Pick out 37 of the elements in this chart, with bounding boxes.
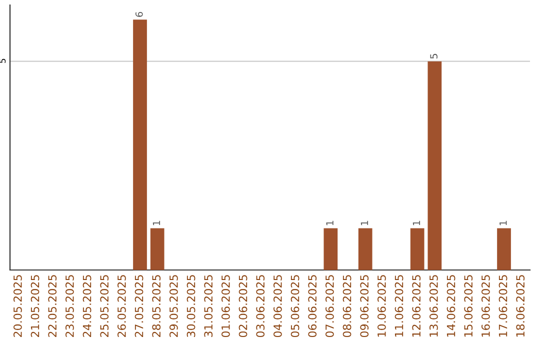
x-tick-label: 30.05.2025 bbox=[186, 275, 196, 337]
x-tick-label: 05.06.2025 bbox=[290, 275, 300, 338]
data-label: 1 bbox=[500, 220, 507, 226]
data-label: 1 bbox=[326, 220, 334, 226]
x-tick-label: 31.05.2025 bbox=[204, 275, 213, 337]
x-tick-label: 27.05.2025 bbox=[134, 275, 144, 337]
x-tick-label: 04.06.2025 bbox=[273, 275, 282, 338]
data-label: 1 bbox=[412, 220, 420, 226]
x-tick-label: 12.06.2025 bbox=[412, 275, 421, 337]
x-tick-label: 20.05.2025 bbox=[13, 275, 22, 337]
x-tick-label: 11.06.2025 bbox=[394, 275, 404, 337]
x-tick-label: 21.05.2025 bbox=[30, 275, 40, 337]
x-tick-label: 25.05.2025 bbox=[100, 275, 109, 337]
x-tick-label: 29.05.2025 bbox=[169, 275, 178, 337]
x-tick-label: 23.05.2025 bbox=[65, 275, 74, 337]
x-tick-label: 07.06.2025 bbox=[325, 275, 334, 338]
data-label: 1 bbox=[152, 220, 160, 226]
x-tick-label: 08.06.2025 bbox=[342, 275, 352, 338]
x-tick-label: 03.06.2025 bbox=[256, 275, 265, 338]
x-tick-label: 17.06.2025 bbox=[498, 275, 508, 337]
x-tick-label: 14.06.2025 bbox=[446, 275, 456, 337]
data-label: 6 bbox=[135, 12, 143, 17]
x-tick-label: 16.06.2025 bbox=[481, 275, 490, 337]
data-label: 1 bbox=[360, 220, 368, 226]
x-tick-label: 01.06.2025 bbox=[221, 275, 230, 338]
data-label: 5 bbox=[430, 54, 438, 58]
x-tick-label: 09.06.2025 bbox=[360, 275, 369, 338]
x-tick-label: 13.06.2025 bbox=[429, 275, 438, 337]
x-tick-label: 02.06.2025 bbox=[238, 275, 248, 338]
x-tick-label: 28.05.2025 bbox=[152, 275, 161, 337]
x-tick-label: 10.06.2025 bbox=[377, 275, 386, 337]
x-tick-label: 22.05.2025 bbox=[48, 275, 57, 337]
x-tick-label: 15.06.2025 bbox=[464, 275, 473, 337]
x-tick-label: 26.05.2025 bbox=[117, 275, 126, 337]
x-tick-label: 18.06.2025 bbox=[516, 275, 525, 337]
x-tick-label: 06.06.2025 bbox=[308, 275, 317, 338]
x-tick-label: 24.05.2025 bbox=[82, 275, 92, 337]
